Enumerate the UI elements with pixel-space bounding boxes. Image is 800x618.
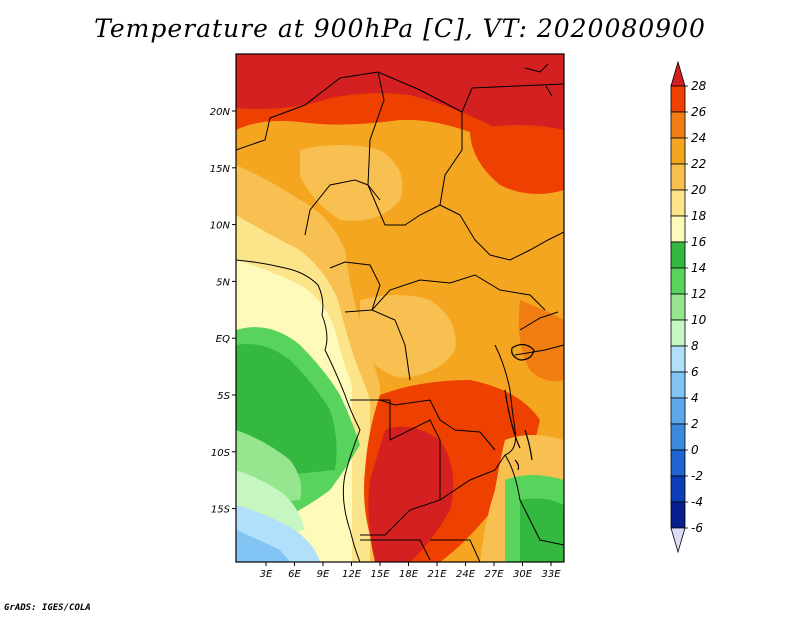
colorbar-label: 2 (691, 417, 699, 431)
colorbar-label: -4 (691, 495, 703, 509)
lon-label: 3E (260, 569, 273, 580)
lat-label: 10N (210, 221, 231, 232)
lat-label: EQ (216, 334, 230, 345)
colorbar-segment (670, 449, 686, 477)
lon-label: 24E (456, 569, 476, 580)
colorbar-label: -2 (691, 469, 703, 483)
colorbar-label: 12 (691, 287, 706, 301)
colorbar-segment (670, 189, 686, 217)
lon-label: 27E (484, 569, 504, 580)
colorbar-label: 10 (691, 313, 707, 327)
colorbar-segment (670, 163, 686, 191)
lat-label: 15N (210, 164, 231, 175)
colorbar-segment (670, 423, 686, 451)
lon-label: 9E (317, 569, 330, 580)
lon-label: 18E (399, 569, 419, 580)
colorbar-label: 24 (691, 131, 706, 145)
colorbar-segment (670, 215, 686, 243)
colorbar-label: 26 (691, 105, 707, 119)
map-title: Temperature at 900hPa [C], VT: 202008090… (94, 14, 706, 43)
lon-label: 12E (342, 569, 362, 580)
latitude-axis: 20N 15N 10N 5N EQ 5S 10S 15S (210, 107, 236, 516)
colorbar-label: 16 (691, 235, 707, 249)
colorbar-label: 4 (691, 391, 699, 405)
lat-label: 15S (211, 505, 231, 516)
colorbar-segment (670, 111, 686, 139)
temperature-field (236, 54, 564, 562)
colorbar-segment (670, 371, 686, 399)
colorbar-segment (670, 319, 686, 347)
colorbar-segment (670, 501, 686, 529)
colorbar-min-triangle (670, 527, 686, 554)
colorbar-label: 22 (691, 157, 706, 171)
colorbar-label: 6 (691, 365, 699, 379)
lakes (504, 343, 535, 471)
colorbar-max-triangle (670, 60, 686, 87)
colorbar-label: 8 (691, 339, 699, 353)
colorbar-label: 18 (691, 209, 707, 223)
colorbar-segment (670, 397, 686, 425)
country-borders (236, 63, 564, 562)
colorbar-label: 20 (691, 183, 707, 197)
colorbar-label: 28 (691, 79, 707, 93)
colorbar-label: 0 (691, 443, 699, 457)
colorbar-segment (670, 267, 686, 295)
lon-label: 6E (288, 569, 301, 580)
lat-label: 5S (217, 391, 230, 402)
colorbar-label: -6 (691, 521, 703, 535)
colorbar-segment (670, 345, 686, 373)
lat-label: 10S (211, 448, 231, 459)
lon-label: 15E (370, 569, 390, 580)
colorbar-label: 14 (691, 261, 706, 275)
colorbar-segment (670, 85, 686, 113)
colorbar-segment (670, 241, 686, 269)
colorbar-segment (670, 137, 686, 165)
grads-credit: GrADS: IGES/COLA (4, 603, 91, 613)
colorbar-segment (670, 475, 686, 503)
lat-label: 20N (210, 107, 231, 118)
colorbar-segment (670, 293, 686, 321)
lat-label: 5N (216, 277, 230, 288)
lon-label: 21E (427, 569, 447, 580)
map-frame (235, 53, 565, 563)
longitude-axis: 3E 6E 9E 12E 15E 18E 21E 24E 27E 30E 33E (260, 562, 561, 580)
lon-label: 30E (513, 569, 533, 580)
lon-label: 33E (541, 569, 561, 580)
